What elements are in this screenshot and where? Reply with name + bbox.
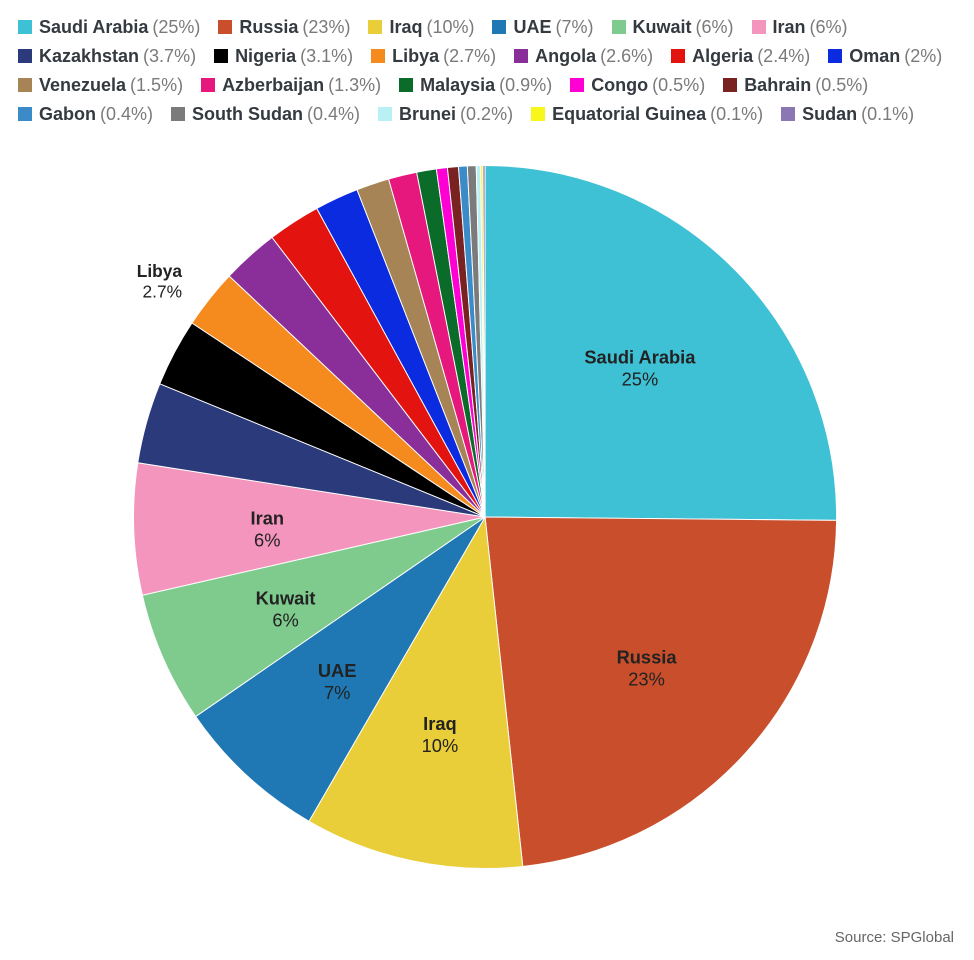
legend-label: Congo <box>591 72 648 98</box>
pie-chart-container: Saudi Arabia25%Russia23%Iraq10%UAE7%Kuwa… <box>18 137 956 897</box>
pie-slice <box>485 166 837 521</box>
legend-label: Gabon <box>39 101 96 127</box>
source-attribution: Source: SPGlobal <box>835 929 954 946</box>
legend-item: Venezuela(1.5%) <box>18 72 183 98</box>
legend-label: Kazakhstan <box>39 43 139 69</box>
legend-swatch <box>570 78 584 92</box>
legend-swatch <box>828 49 842 63</box>
slice-label: Iran6% <box>251 508 285 551</box>
legend-item: Bahrain(0.5%) <box>723 72 868 98</box>
legend-label: Saudi Arabia <box>39 14 148 40</box>
legend-swatch <box>781 107 795 121</box>
legend-item: Angola(2.6%) <box>514 43 653 69</box>
legend-label: Iran <box>773 14 806 40</box>
legend-label: UAE <box>513 14 551 40</box>
legend-item: Libya(2.7%) <box>371 43 496 69</box>
legend-pct: (3.1%) <box>300 43 353 69</box>
legend-item: Equatorial Guinea(0.1%) <box>531 101 763 127</box>
legend-swatch <box>723 78 737 92</box>
slice-label: Libya2.7% <box>137 261 183 302</box>
legend-swatch <box>368 20 382 34</box>
legend-pct: (0.1%) <box>710 101 763 127</box>
legend-pct: (2.6%) <box>600 43 653 69</box>
legend-swatch <box>18 49 32 63</box>
legend-label: Angola <box>535 43 596 69</box>
legend-label: Brunei <box>399 101 456 127</box>
legend-swatch <box>218 20 232 34</box>
legend-item: Iran(6%) <box>752 14 848 40</box>
legend-pct: (2%) <box>904 43 942 69</box>
legend-label: Bahrain <box>744 72 811 98</box>
legend-swatch <box>18 20 32 34</box>
legend-pct: (23%) <box>302 14 350 40</box>
legend-item: Algeria(2.4%) <box>671 43 810 69</box>
legend-item: Malaysia(0.9%) <box>399 72 552 98</box>
legend-pct: (1.5%) <box>130 72 183 98</box>
legend-label: Russia <box>239 14 298 40</box>
legend-label: Sudan <box>802 101 857 127</box>
legend-label: South Sudan <box>192 101 303 127</box>
legend-pct: (3.7%) <box>143 43 196 69</box>
legend-pct: (6%) <box>810 14 848 40</box>
legend-swatch <box>201 78 215 92</box>
slice-label: Iraq10% <box>422 714 459 757</box>
legend-swatch <box>18 107 32 121</box>
legend-item: Kazakhstan(3.7%) <box>18 43 196 69</box>
legend-pct: (0.1%) <box>861 101 914 127</box>
legend-swatch <box>492 20 506 34</box>
pie-slice <box>485 517 836 866</box>
legend-item: Azberbaijan(1.3%) <box>201 72 381 98</box>
legend-pct: (2.7%) <box>443 43 496 69</box>
legend-item: Kuwait(6%) <box>612 14 734 40</box>
legend-item: Iraq(10%) <box>368 14 474 40</box>
legend-label: Iraq <box>389 14 422 40</box>
legend-label: Kuwait <box>633 14 692 40</box>
legend-swatch <box>671 49 685 63</box>
legend-swatch <box>171 107 185 121</box>
legend-label: Oman <box>849 43 900 69</box>
legend-pct: (7%) <box>555 14 593 40</box>
legend-pct: (6%) <box>696 14 734 40</box>
legend-label: Equatorial Guinea <box>552 101 706 127</box>
legend-pct: (0.4%) <box>100 101 153 127</box>
legend-pct: (0.5%) <box>815 72 868 98</box>
legend-swatch <box>214 49 228 63</box>
legend-item: Congo(0.5%) <box>570 72 705 98</box>
legend-swatch <box>399 78 413 92</box>
legend-item: Gabon(0.4%) <box>18 101 153 127</box>
legend-item: Sudan(0.1%) <box>781 101 914 127</box>
legend-label: Algeria <box>692 43 753 69</box>
legend-swatch <box>531 107 545 121</box>
legend-swatch <box>514 49 528 63</box>
legend-item: Saudi Arabia(25%) <box>18 14 200 40</box>
legend-item: Russia(23%) <box>218 14 350 40</box>
legend-item: Oman(2%) <box>828 43 942 69</box>
pie-chart: Saudi Arabia25%Russia23%Iraq10%UAE7%Kuwa… <box>18 137 956 897</box>
legend-swatch <box>612 20 626 34</box>
legend-label: Venezuela <box>39 72 126 98</box>
legend-pct: (10%) <box>426 14 474 40</box>
legend-label: Malaysia <box>420 72 495 98</box>
legend-swatch <box>18 78 32 92</box>
legend-pct: (0.2%) <box>460 101 513 127</box>
legend-pct: (25%) <box>152 14 200 40</box>
legend-swatch <box>752 20 766 34</box>
legend-item: South Sudan(0.4%) <box>171 101 360 127</box>
legend-label: Libya <box>392 43 439 69</box>
legend-item: UAE(7%) <box>492 14 593 40</box>
legend-label: Azberbaijan <box>222 72 324 98</box>
legend-label: Nigeria <box>235 43 296 69</box>
legend-swatch <box>378 107 392 121</box>
legend-swatch <box>371 49 385 63</box>
legend-pct: (2.4%) <box>757 43 810 69</box>
legend-pct: (0.5%) <box>652 72 705 98</box>
legend: Saudi Arabia(25%) Russia(23%) Iraq(10%) UAE… <box>18 14 956 127</box>
legend-pct: (0.9%) <box>499 72 552 98</box>
legend-item: Brunei(0.2%) <box>378 101 513 127</box>
legend-pct: (0.4%) <box>307 101 360 127</box>
legend-pct: (1.3%) <box>328 72 381 98</box>
legend-item: Nigeria(3.1%) <box>214 43 353 69</box>
